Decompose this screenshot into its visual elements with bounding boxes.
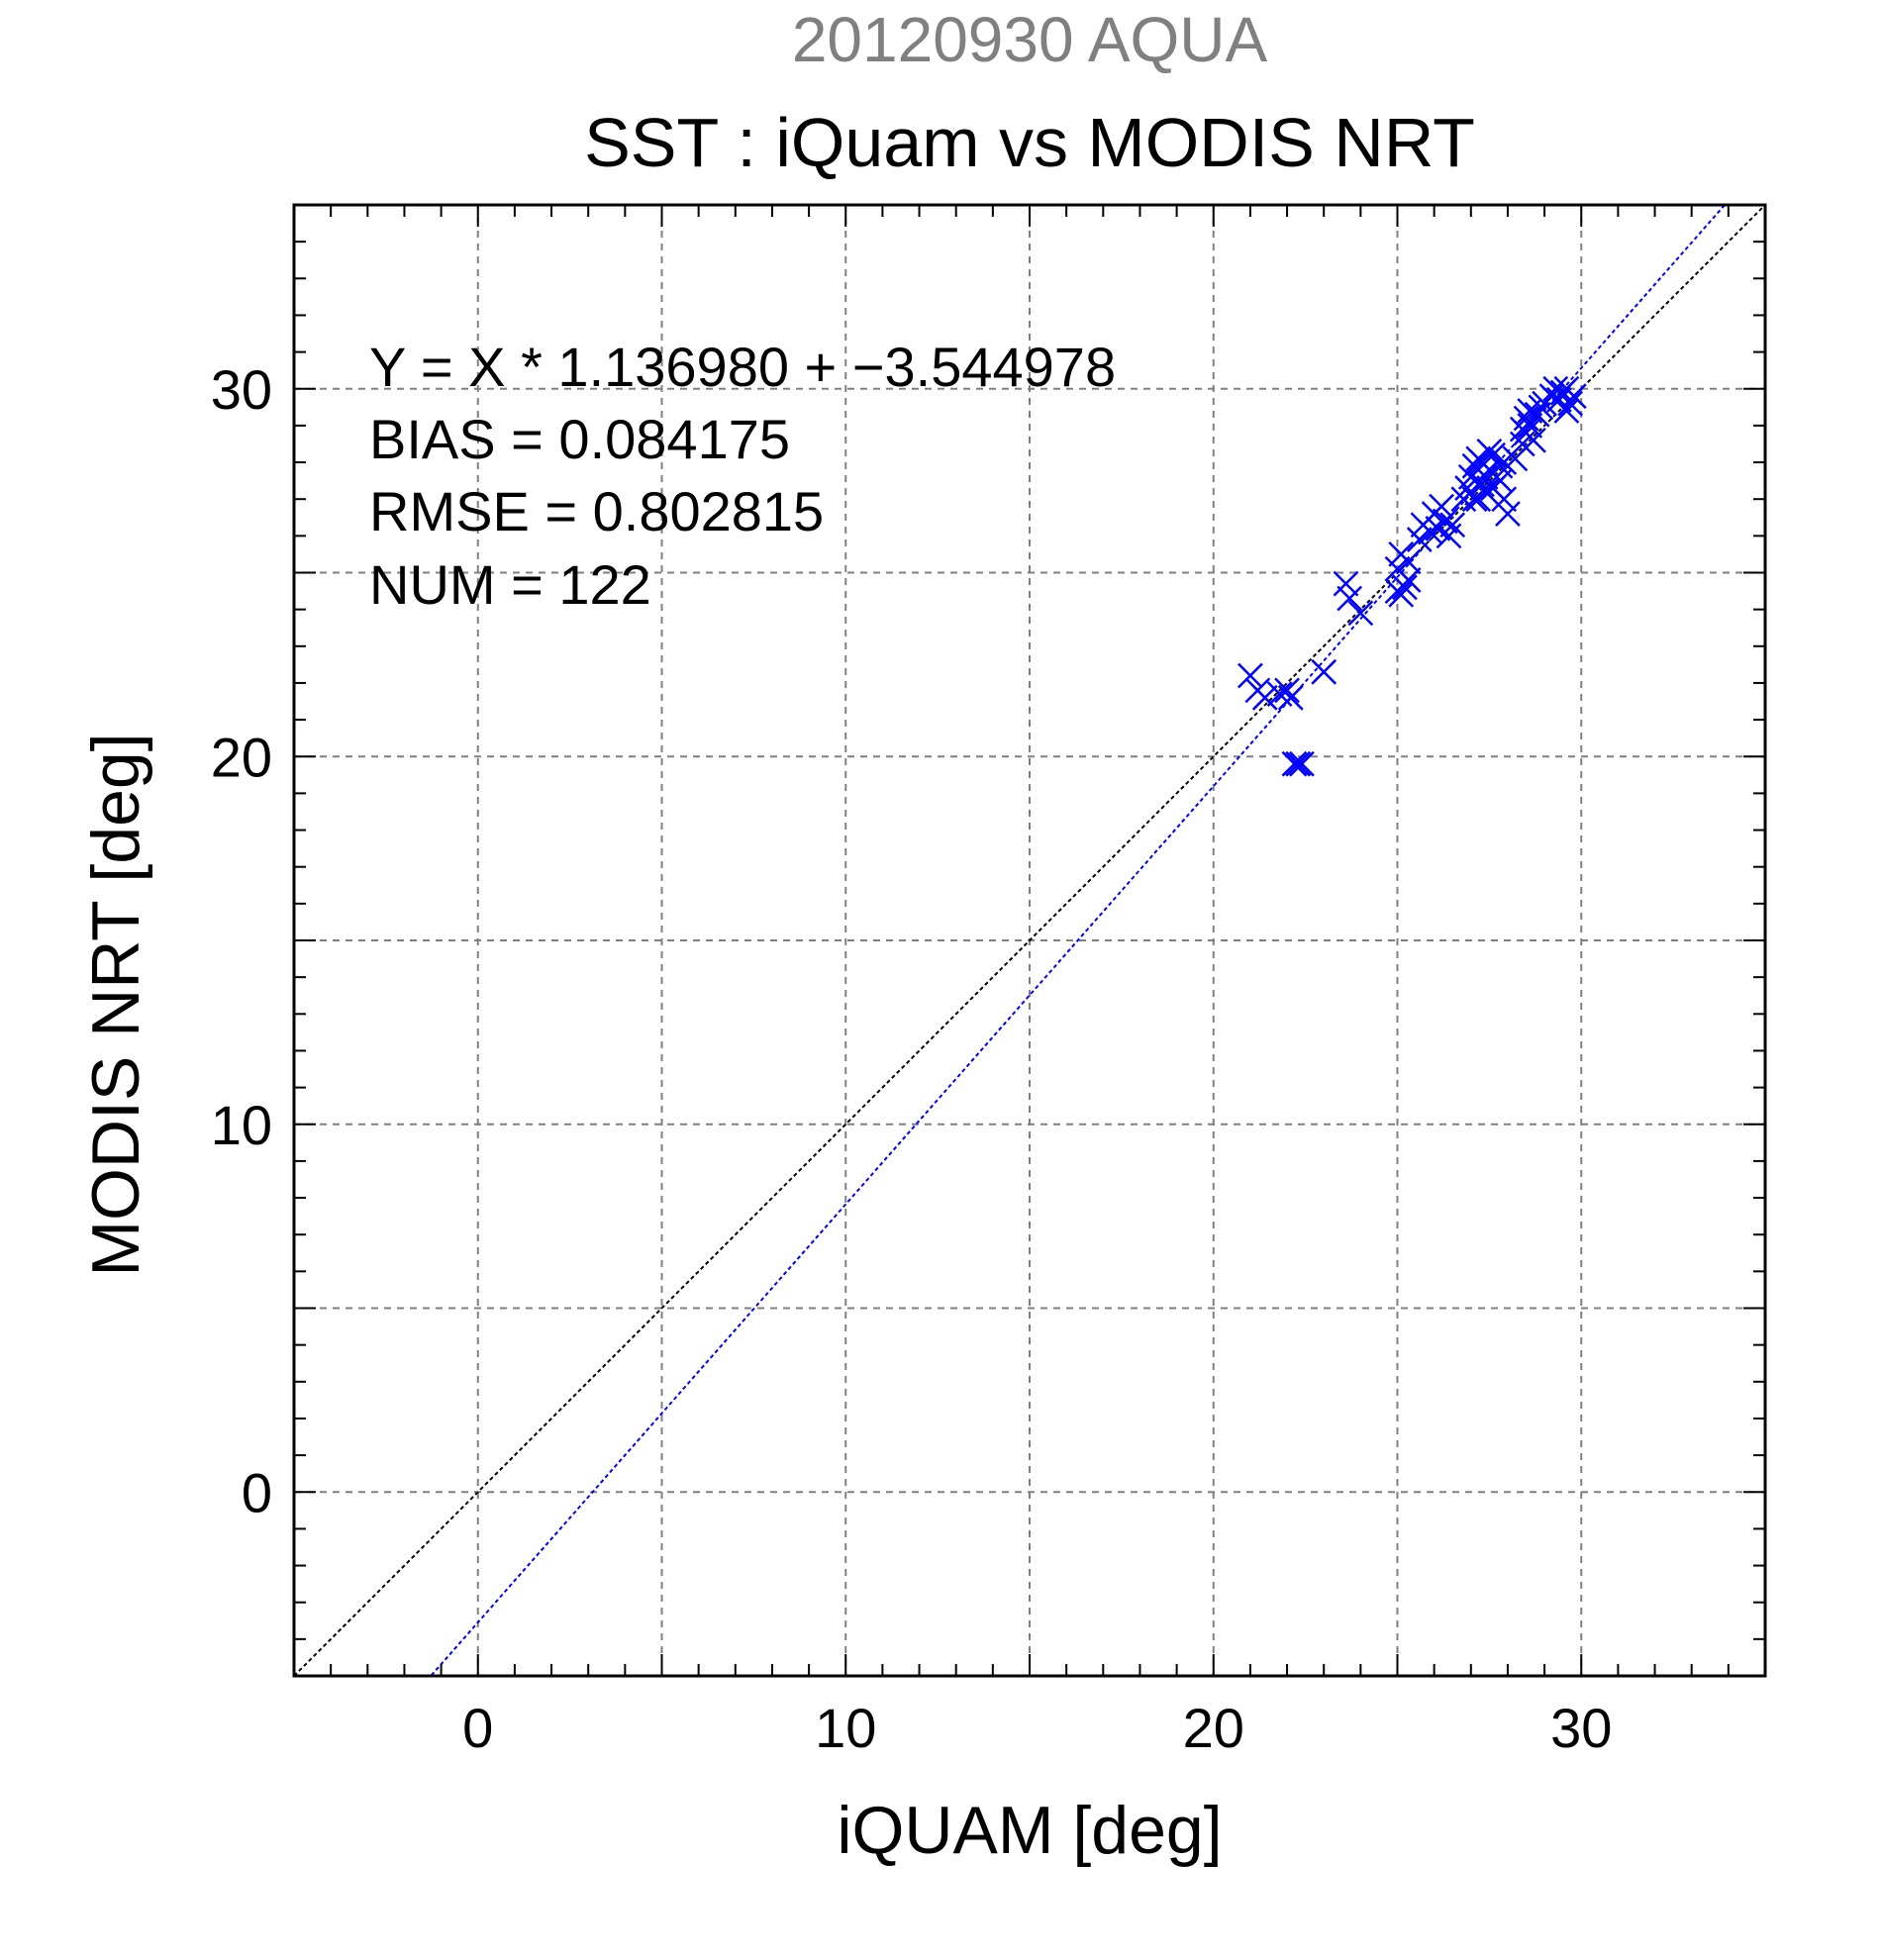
y-tick-label: 10 <box>211 1094 272 1156</box>
data-point-stroke <box>1333 570 1359 597</box>
data-point <box>1439 512 1466 539</box>
x-tick-label: 20 <box>1183 1697 1244 1759</box>
data-point <box>1465 486 1492 513</box>
identity-line <box>294 205 1765 1676</box>
data-point <box>1469 449 1495 475</box>
stats-fit-equation: Y = X * 1.136980 + −3.544978 <box>369 336 1116 398</box>
axis-ticks <box>294 205 1765 1676</box>
data-point <box>1336 585 1363 612</box>
data-point <box>1476 439 1503 464</box>
data-point-stroke <box>1546 387 1572 413</box>
data-point-stroke <box>1388 581 1415 608</box>
x-tick-label: 10 <box>815 1697 876 1759</box>
y-tick-label: 30 <box>211 358 272 421</box>
data-point <box>1277 684 1304 711</box>
chart-supertitle: 20120930 AQUA <box>792 4 1268 75</box>
data-point-stroke <box>1274 677 1300 704</box>
data-point-stroke <box>1465 486 1492 513</box>
data-point <box>1333 570 1359 597</box>
data-point-stroke <box>1281 750 1308 777</box>
data-point-stroke <box>1469 449 1495 475</box>
data-point <box>1388 581 1415 608</box>
data-point <box>1560 383 1587 410</box>
x-tick-label: 30 <box>1550 1697 1612 1759</box>
data-point <box>1461 486 1488 513</box>
data-point-stroke <box>1285 750 1312 777</box>
data-point-stroke <box>1553 398 1580 424</box>
stats-box: Y = X * 1.136980 + −3.544978 BIAS = 0.08… <box>369 336 1116 616</box>
data-point <box>1274 677 1300 704</box>
data-point <box>1432 508 1458 535</box>
data-point <box>1311 658 1337 685</box>
data-point <box>1238 662 1263 689</box>
data-point-stroke <box>1495 501 1521 527</box>
data-point-stroke <box>1432 508 1458 535</box>
data-point <box>1429 493 1454 520</box>
data-point-stroke <box>1542 375 1569 402</box>
data-point-stroke <box>1429 493 1454 520</box>
plot-frame <box>292 203 1767 1678</box>
stats-bias: BIAS = 0.084175 <box>369 408 790 470</box>
data-point-stroke <box>1406 527 1433 552</box>
data-point-stroke <box>1395 548 1422 575</box>
data-point-stroke <box>1384 555 1411 582</box>
data-point <box>1495 501 1521 527</box>
y-axis-label: MODIS NRT [deg] <box>78 733 153 1276</box>
data-point <box>1281 750 1308 777</box>
data-point-stroke <box>1251 684 1278 711</box>
y-tick-label: 0 <box>242 1461 272 1523</box>
data-point-stroke <box>1439 512 1466 539</box>
reference-lines <box>294 205 1765 1676</box>
y-tick-label: 20 <box>211 726 272 788</box>
stats-num: NUM = 122 <box>369 553 651 616</box>
tick-labels: 0 10 20 30 0 10 20 30 <box>211 358 1613 1759</box>
stats-rmse: RMSE = 0.802815 <box>369 480 824 542</box>
data-point-stroke <box>1509 416 1535 442</box>
data-point <box>1395 548 1422 575</box>
data-point <box>1557 390 1583 417</box>
data-point <box>1384 555 1411 582</box>
data-point-stroke <box>1476 439 1503 464</box>
data-point <box>1347 600 1374 627</box>
data-point <box>1472 464 1499 490</box>
data-point-stroke <box>1238 662 1263 689</box>
data-point-stroke <box>1491 486 1518 513</box>
data-point <box>1509 416 1535 442</box>
data-point-stroke <box>1461 486 1488 513</box>
data-point-stroke <box>1392 574 1418 601</box>
data-point-stroke <box>1336 585 1363 612</box>
data-point <box>1553 398 1580 424</box>
x-axis-label: iQUAM [deg] <box>837 1793 1222 1868</box>
grid-lines <box>294 205 1765 1676</box>
data-point-stroke <box>1266 681 1293 707</box>
data-point-stroke <box>1560 383 1587 410</box>
data-point <box>1392 574 1418 601</box>
data-point-stroke <box>1472 464 1499 490</box>
data-point-stroke <box>1557 390 1583 417</box>
data-points <box>1238 375 1587 777</box>
data-point <box>1289 750 1315 777</box>
x-tick-label: 0 <box>462 1697 493 1759</box>
chart-title: SST : iQuam vs MODIS NRT <box>584 104 1475 181</box>
data-point-stroke <box>1289 750 1315 777</box>
data-point <box>1406 527 1433 552</box>
data-point-stroke <box>1311 658 1337 685</box>
data-point <box>1285 750 1312 777</box>
data-point-stroke <box>1347 600 1374 627</box>
data-point <box>1491 486 1518 513</box>
data-point-stroke <box>1277 684 1304 711</box>
data-point <box>1251 684 1278 711</box>
